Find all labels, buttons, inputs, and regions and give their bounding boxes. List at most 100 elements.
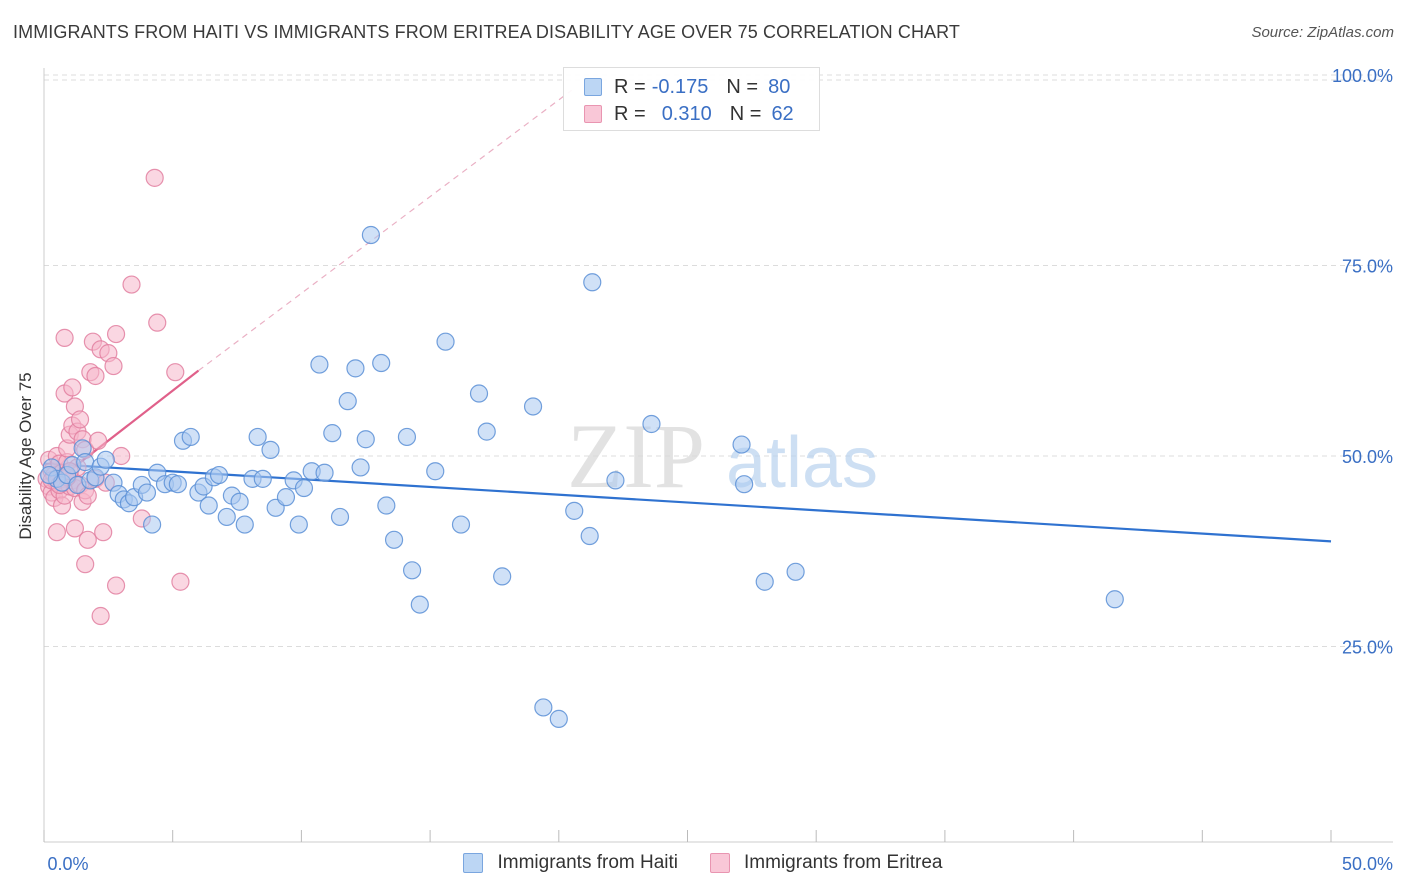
- data-point-haiti: [493, 567, 512, 586]
- data-point-eritrea: [70, 410, 90, 429]
- data-point-haiti: [40, 465, 59, 485]
- data-point-eritrea: [171, 572, 190, 591]
- data-point-eritrea: [166, 363, 185, 382]
- y-tick-label: 75.0%: [1342, 257, 1393, 277]
- data-point-haiti: [735, 475, 754, 494]
- data-point-haiti: [137, 483, 157, 502]
- watermark-zip: ZIP: [567, 405, 705, 507]
- data-point-haiti: [642, 414, 661, 434]
- data-point-haiti: [397, 427, 417, 447]
- data-point-haiti: [523, 397, 543, 416]
- data-point-haiti: [606, 471, 625, 490]
- data-point-haiti: [289, 515, 308, 534]
- data-point-haiti: [168, 475, 187, 494]
- legend-swatch-haiti: [463, 853, 484, 873]
- watermark: ZIP atlas: [567, 405, 878, 507]
- correlation-legend: R = -0.175 N = 80 R = 0.310 N = 62: [563, 67, 820, 131]
- legend-r-value-eritrea: 0.310: [661, 102, 712, 125]
- data-point-haiti: [426, 462, 445, 481]
- data-point-haiti: [199, 496, 218, 515]
- data-point-haiti: [361, 225, 380, 245]
- data-point-haiti: [534, 698, 553, 717]
- data-point-eritrea: [112, 446, 131, 466]
- data-point-eritrea: [78, 530, 97, 549]
- data-point-haiti: [755, 572, 774, 591]
- data-point-haiti: [276, 488, 296, 507]
- data-point-haiti: [235, 515, 254, 534]
- legend-r-value-haiti: -0.175: [651, 75, 709, 98]
- data-point-haiti: [217, 507, 236, 527]
- data-point-haiti: [377, 496, 396, 515]
- y-tick-label: 100.0%: [1332, 66, 1393, 86]
- data-point-haiti: [565, 501, 584, 520]
- data-point-haiti: [580, 526, 599, 546]
- data-point-haiti: [436, 332, 455, 351]
- data-point-haiti: [356, 430, 375, 449]
- data-point-haiti: [451, 515, 471, 534]
- series-legend: Immigrants from Haiti Immigrants from Er…: [0, 852, 1406, 874]
- y-tick-label: 25.0%: [1342, 638, 1393, 658]
- data-point-haiti: [732, 435, 751, 454]
- legend-swatch-eritrea: [710, 853, 731, 873]
- x-tick-label-min: 0.0%: [47, 854, 88, 874]
- data-point-haiti: [1105, 590, 1124, 609]
- legend-item-haiti[interactable]: Immigrants from Haiti: [463, 852, 678, 874]
- data-point-haiti: [330, 507, 350, 527]
- data-point-haiti: [549, 709, 568, 728]
- legend-n-label: N =: [729, 102, 762, 125]
- data-point-eritrea: [106, 576, 126, 595]
- legend-n-label: N =: [726, 75, 759, 98]
- data-point-eritrea: [91, 606, 110, 626]
- data-point-haiti: [338, 392, 357, 411]
- legend-n-value-haiti: 80: [768, 75, 791, 98]
- data-point-haiti: [477, 422, 496, 441]
- data-point-haiti: [384, 530, 404, 549]
- legend-label-eritrea: Immigrants from Eritrea: [744, 852, 943, 873]
- data-point-eritrea: [76, 555, 95, 574]
- data-point-eritrea: [94, 523, 113, 542]
- data-point-haiti: [209, 465, 229, 485]
- data-point-eritrea: [65, 519, 84, 538]
- data-point-eritrea: [88, 431, 108, 450]
- data-point-haiti: [786, 562, 805, 581]
- source-label: Source: ZipAtlas.com: [1251, 24, 1394, 41]
- data-point-haiti: [96, 450, 115, 469]
- data-point-haiti: [583, 273, 602, 292]
- chart-title: IMMIGRANTS FROM HAITI VS IMMIGRANTS FROM…: [13, 22, 961, 42]
- legend-r-label: R =: [614, 102, 646, 125]
- data-point-eritrea: [86, 366, 105, 386]
- data-point-eritrea: [55, 328, 74, 347]
- data-point-haiti: [351, 458, 370, 477]
- data-point-haiti: [310, 355, 329, 374]
- data-point-eritrea: [63, 378, 82, 397]
- legend-r-label: R =: [614, 75, 646, 98]
- data-point-haiti: [181, 427, 200, 447]
- data-point-eritrea: [106, 324, 126, 344]
- data-point-haiti: [253, 469, 272, 488]
- data-point-eritrea: [104, 356, 123, 376]
- data-point-haiti: [76, 452, 95, 472]
- legend-row-eritrea: R = 0.310 N = 62: [584, 102, 794, 126]
- y-axis-label: Disability Age Over 75: [16, 372, 35, 540]
- data-point-haiti: [315, 463, 334, 482]
- data-point-haiti: [294, 478, 314, 498]
- legend-n-value-eritrea: 62: [771, 102, 794, 125]
- legend-row-haiti: R = -0.175 N = 80: [584, 75, 790, 99]
- legend-label-haiti: Immigrants from Haiti: [497, 852, 679, 873]
- gridlines: [44, 74, 1393, 647]
- trendline-eritrea-extension: [198, 89, 573, 372]
- data-point-haiti: [261, 440, 280, 460]
- legend-swatch-haiti: [584, 78, 602, 96]
- legend-item-eritrea[interactable]: Immigrants from Eritrea: [710, 852, 943, 874]
- data-point-haiti: [248, 427, 267, 447]
- data-point-haiti: [372, 353, 391, 373]
- series-haiti: [40, 225, 1124, 728]
- legend-swatch-eritrea: [584, 105, 602, 123]
- data-point-eritrea: [122, 275, 141, 294]
- axes: [43, 68, 1393, 843]
- data-point-eritrea: [47, 523, 66, 542]
- data-point-haiti: [410, 595, 429, 614]
- data-point-eritrea: [145, 168, 164, 187]
- data-point-haiti: [143, 515, 162, 534]
